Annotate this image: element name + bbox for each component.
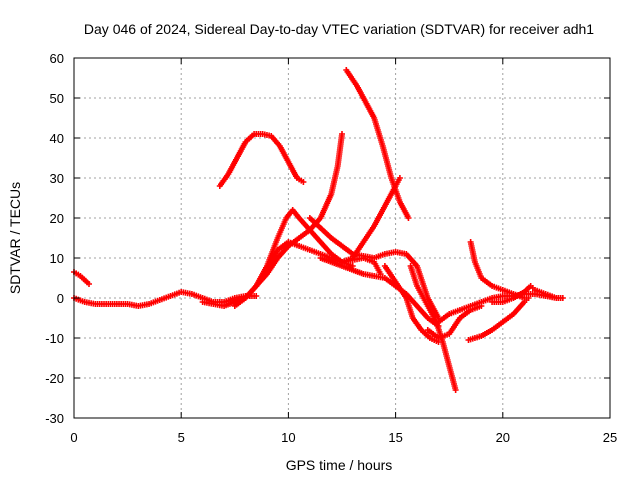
series-track-h [306,215,442,321]
series-track-d [199,131,345,309]
y-tick-label: 60 [50,51,64,66]
x-tick-label: 10 [281,430,295,445]
plot-frame [73,57,611,419]
series-track-k [407,263,459,393]
data-point [478,303,485,309]
data-point [396,175,403,181]
data-point [553,295,560,301]
y-tick-label: 20 [50,211,64,226]
x-axis-label: GPS time / hours [286,457,393,473]
series-track-m [424,303,485,341]
y-tick-label: 0 [57,291,64,306]
axis-ticks: 0 5 10 15 20 25 -30 -20 -10 0 10 20 30 40 50 60 [45,51,617,445]
data-point [349,263,356,269]
series-track-b [216,131,307,189]
chart-title: Day 046 of 2024, Sidereal Day-to-day VTE… [84,21,594,37]
data-point [559,295,566,301]
series-baseline [71,289,260,309]
data-point [339,131,345,137]
y-tick-label: -20 [45,371,64,386]
series-track-c [343,67,412,221]
series-track-p [489,283,560,305]
x-tick-label: 15 [388,430,402,445]
y-axis-label: SDTVAR / TECUs [7,182,23,294]
x-tick-label: 0 [70,430,77,445]
y-tick-label: -30 [45,411,64,426]
data-point [86,281,93,287]
data-point [452,387,459,393]
x-tick-label: 20 [496,430,510,445]
data-point [300,179,307,185]
grid-lines [74,58,610,418]
x-tick-label: 5 [178,430,185,445]
y-tick-label: -10 [45,331,64,346]
y-tick-label: 50 [50,91,64,106]
series-track-a [71,269,93,287]
data-points [71,67,566,393]
data-point [253,293,260,299]
data-point [521,295,528,301]
y-tick-label: 30 [50,171,64,186]
y-tick-label: 10 [50,251,64,266]
series-track-f [253,207,356,289]
data-point [405,215,412,221]
x-tick-label: 25 [603,430,617,445]
y-tick-label: 40 [50,131,64,146]
series-track-o [467,239,528,301]
